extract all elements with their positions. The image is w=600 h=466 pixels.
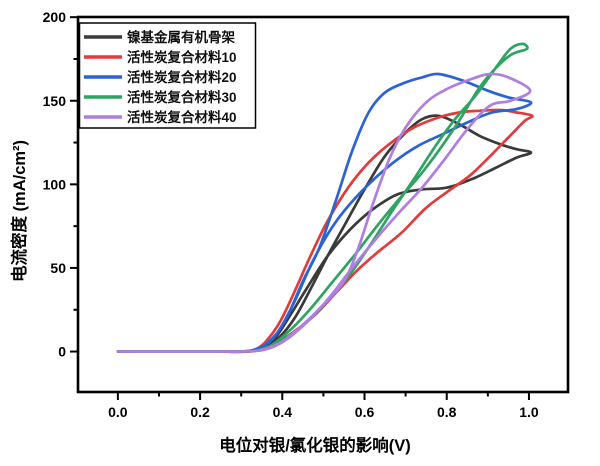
x-tick-label: 1.0 xyxy=(519,404,539,420)
legend-label-ac-40: 活性炭复合材料40 xyxy=(127,109,237,125)
y-tick-label: 0 xyxy=(58,344,66,360)
x-tick-label: 0.6 xyxy=(355,404,375,420)
y-tick-label: 100 xyxy=(43,176,67,192)
curve-ac-40 xyxy=(116,72,532,353)
legend-label-ac-20: 活性炭复合材料20 xyxy=(127,69,237,85)
y-tick-label: 50 xyxy=(50,260,66,276)
curve-ni-mof xyxy=(116,114,533,354)
legend-label-ni-mof: 镍基金属有机骨架 xyxy=(127,29,235,45)
y-tick-label: 150 xyxy=(43,93,67,109)
x-tick-label: 0.2 xyxy=(190,404,210,420)
y-tick-label: 200 xyxy=(43,9,67,25)
x-tick-label: 0.8 xyxy=(437,404,457,420)
x-tick-label: 0.0 xyxy=(108,404,128,420)
legend-label-ac-10: 活性炭复合材料10 xyxy=(127,49,237,65)
legend-label-ac-30: 活性炭复合材料30 xyxy=(127,89,237,105)
x-tick-label: 0.4 xyxy=(273,404,293,420)
axis-ticks xyxy=(70,16,530,400)
x-axis-label: 电位对银/氯化银的影响(V) xyxy=(219,435,411,455)
y-axis-label: 电流密度 (mA/cm²) xyxy=(9,140,29,282)
curve-ac-20 xyxy=(116,72,533,353)
